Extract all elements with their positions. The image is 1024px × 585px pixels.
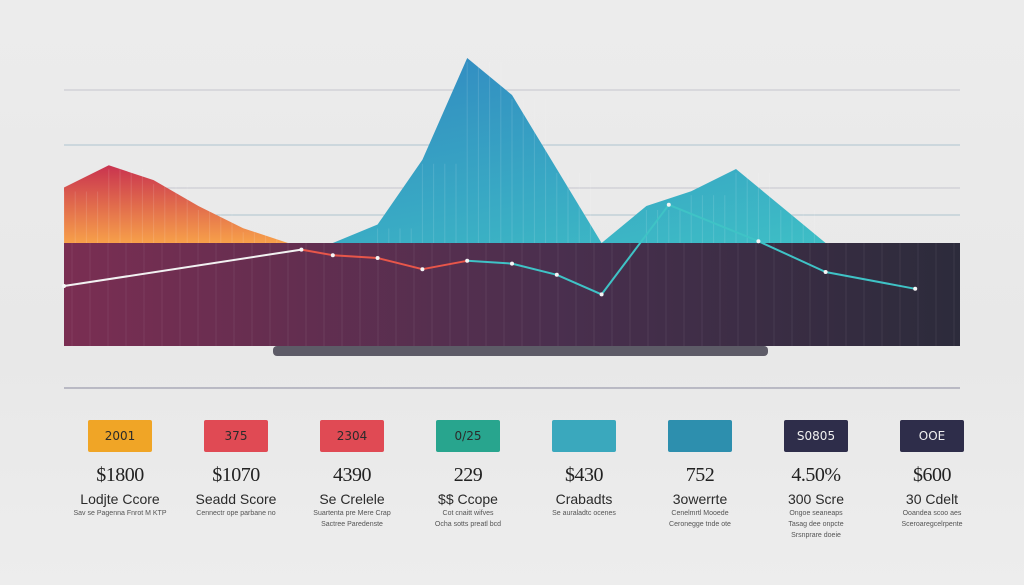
stat-label: 3owerrte: [672, 491, 728, 507]
stat-subtext: Ooandea scoo aes: [902, 510, 962, 517]
stat-subtext: Cennectr ope parbane no: [196, 510, 276, 517]
stat-value: 752: [685, 464, 715, 486]
stat-subtext: Se auraladtc ocenes: [552, 510, 616, 517]
stat-label: 300 Scre: [787, 491, 845, 507]
stat-card: 2304 4390 Se Crelele Suartenta pre Mere Cra…: [292, 410, 412, 529]
trend-segment: [600, 204, 670, 295]
area-series-2: [64, 58, 960, 243]
stat-subtext: Ongoe seaneaps: [789, 510, 843, 517]
stat-subtext: Ocha sotts preatl bcd: [434, 521, 502, 528]
stat-label: Crabadts: [555, 491, 613, 507]
trend-segment: [825, 271, 916, 290]
stat-badge: 2304: [320, 420, 384, 452]
stat-badge: 375: [204, 420, 268, 452]
stat-badge: [552, 420, 616, 452]
area-series-1: [64, 165, 960, 243]
chart-svg: [62, 58, 985, 419]
trend-point: [554, 272, 559, 277]
trend-point: [465, 258, 470, 263]
trend-point: [375, 256, 380, 260]
stat-card: S0805 4.50% 300 Scre Ongoe seaneaps Tasag de…: [756, 410, 876, 540]
trend-point: [299, 247, 304, 252]
stat-value: $1800: [96, 464, 144, 486]
trend-segment: [422, 259, 468, 271]
stat-card: 2001 $1800 Lodjte Ccore Sav se Pagenna Fnro…: [60, 410, 180, 518]
stat-value: 4390: [333, 464, 372, 486]
stat-card: 752 3owerrte Cenelmrtl Mooede Ceronegge tnd…: [640, 410, 760, 529]
trend-point: [913, 286, 918, 291]
trend-point: [823, 270, 828, 274]
stat-label: Seadd Score: [195, 491, 277, 507]
stat-subtext: Sceroaregcelrpente: [901, 521, 963, 528]
trend-point: [330, 253, 335, 258]
stat-badge: 2001: [88, 420, 152, 452]
stat-label: Lodjte Ccore: [80, 491, 160, 507]
trend-segment: [757, 240, 827, 273]
stat-badge: OOE: [900, 420, 964, 452]
stat-value: $1070: [212, 464, 260, 486]
stat-subtext: Sactree Paredenste: [321, 521, 383, 528]
stat-subtext: Suartenta pre Mere Crap: [313, 510, 391, 517]
trend-segment: [377, 257, 423, 271]
stat-value: 4.50%: [791, 464, 841, 486]
trend-segment: [511, 262, 558, 276]
stat-value: 229: [453, 464, 483, 486]
stat-cards: 2001 $1800 Lodjte Ccore Sav se Pagenna Fnro…: [60, 410, 990, 580]
stat-badge: 0/25: [436, 420, 500, 452]
trend-point: [666, 202, 671, 207]
stat-subtext: Srsnprare doeie: [791, 532, 841, 539]
band-shadow: [273, 346, 768, 356]
stat-subtext: Cenelmrtl Mooede: [671, 510, 729, 517]
stat-subtext: Sav se Pagenna Fnrot M KTP: [73, 510, 167, 517]
trend-point: [420, 267, 425, 272]
trend-segment: [556, 273, 603, 296]
trend-point: [756, 239, 761, 244]
stat-subtext: Ceronegge tnde ote: [669, 521, 731, 528]
stat-badge: [668, 420, 732, 452]
trend-point: [510, 261, 514, 266]
trend-segment: [332, 254, 378, 259]
stat-label: 30 Cdelt: [905, 491, 959, 507]
dark-band: [64, 243, 960, 346]
stat-card: 375 $1070 Seadd Score Cennectr ope parbane …: [176, 410, 296, 518]
trend-segment: [63, 248, 302, 287]
stat-card: $430 Crabadts Se auraladtc ocenes: [524, 410, 644, 518]
stat-badge: S0805: [784, 420, 848, 452]
trend-segment: [668, 203, 759, 243]
stat-subtext: Cot cnaitt wifves: [442, 510, 494, 517]
chart: [62, 58, 985, 419]
trend-point: [599, 292, 604, 297]
stat-label: $$ Ccope: [438, 491, 498, 507]
stat-label: Se Crelele: [319, 491, 385, 507]
stat-card: 0/25 229 $$ Ccope Cot cnaitt wifves Ocha sot…: [408, 410, 528, 529]
stat-value: $430: [565, 464, 604, 486]
trend-point: [62, 284, 66, 288]
stat-subtext: Tasag dee onpcte: [788, 521, 844, 528]
trend-segment: [301, 248, 333, 257]
stat-card: OOE $600 30 Cdelt Ooandea scoo aes Sceroareg…: [872, 410, 992, 529]
stat-value: $600: [913, 464, 952, 486]
trend-segment: [467, 259, 513, 265]
